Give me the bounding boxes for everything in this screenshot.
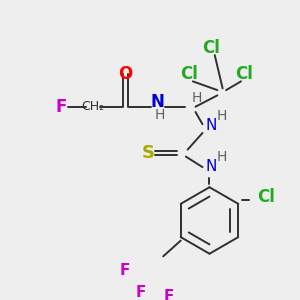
- Text: F: F: [163, 289, 174, 300]
- Text: N: N: [206, 118, 217, 133]
- Text: N: N: [206, 159, 217, 174]
- Text: Cl: Cl: [257, 188, 275, 206]
- Text: CH₂: CH₂: [82, 100, 105, 113]
- Text: F: F: [135, 285, 146, 300]
- Text: O: O: [118, 65, 133, 83]
- Text: H: H: [217, 151, 227, 164]
- Text: H: H: [154, 109, 165, 122]
- Text: Cl: Cl: [202, 39, 220, 57]
- Text: S: S: [142, 144, 155, 162]
- Text: F: F: [55, 98, 66, 116]
- Text: F: F: [119, 263, 130, 278]
- Text: Cl: Cl: [236, 65, 253, 83]
- Text: H: H: [217, 110, 227, 123]
- Text: H: H: [192, 91, 202, 105]
- Text: N: N: [151, 93, 165, 111]
- Text: Cl: Cl: [180, 65, 198, 83]
